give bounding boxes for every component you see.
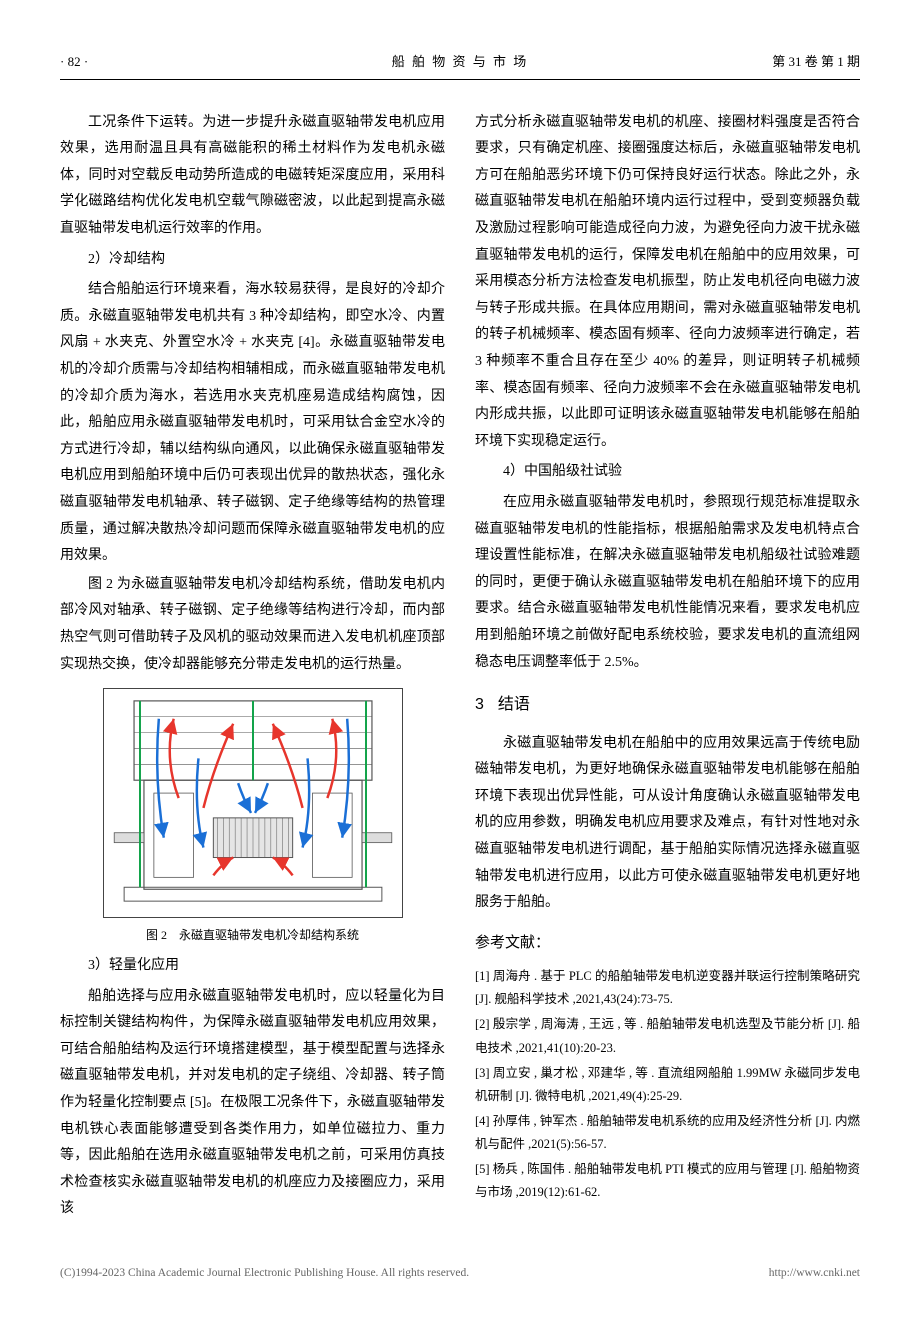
subheading-cooling: 2）冷却结构	[60, 247, 445, 274]
paragraph: 工况条件下运转。为进一步提升永磁直驱轴带发电机应用效果，选用耐温且具有高磁能积的…	[60, 110, 445, 243]
references-heading: 参考文献：	[475, 929, 860, 958]
paragraph: 船舶选择与应用永磁直驱轴带发电机时，应以轻量化为目标控制关键结构构件，为保障永磁…	[60, 984, 445, 1223]
copyright-text: (C)1994-2023 China Academic Journal Elec…	[60, 1263, 469, 1285]
paragraph: 在应用永磁直驱轴带发电机时，参照现行规范标准提取永磁直驱轴带发电机的性能指标，根…	[475, 490, 860, 676]
section-number: 3	[475, 696, 484, 713]
page-footer: (C)1994-2023 China Academic Journal Elec…	[60, 1253, 860, 1285]
reference-item: [2] 殷宗学 , 周海涛 , 王远 , 等 . 船舶轴带发电机选型及节能分析 …	[475, 1013, 860, 1059]
paragraph: 图 2 为永磁直驱轴带发电机冷却结构系统，借助发电机内部冷风对轴承、转子磁钢、定…	[60, 572, 445, 678]
cooling-diagram-svg	[104, 689, 402, 917]
reference-item: [3] 周立安 , 巢才松 , 邓建华 , 等 . 直流组网船舶 1.99MW …	[475, 1062, 860, 1108]
section-title: 结语	[498, 696, 530, 713]
subheading-ccs: 4）中国船级社试验	[475, 459, 860, 486]
footer-url: http://www.cnki.net	[769, 1263, 860, 1285]
section-3-heading: 3 结语	[475, 690, 860, 720]
page-number: · 82 ·	[60, 50, 180, 75]
reference-item: [1] 周海舟 . 基于 PLC 的船舶轴带发电机逆变器并联运行控制策略研究 […	[475, 965, 860, 1011]
reference-item: [4] 孙厚伟 , 钟军杰 . 船舶轴带发电机系统的应用及经济性分析 [J]. …	[475, 1110, 860, 1156]
paragraph: 永磁直驱轴带发电机在船舶中的应用效果远高于传统电励磁轴带发电机，为更好地确保永磁…	[475, 731, 860, 917]
paragraph: 结合船舶运行环境来看，海水较易获得，是良好的冷却介质。永磁直驱轴带发电机共有 3…	[60, 277, 445, 570]
journal-title: 船 舶 物 资 与 市 场	[180, 50, 740, 75]
issue-info: 第 31 卷 第 1 期	[740, 50, 860, 75]
reference-item: [5] 杨兵 , 陈国伟 . 船舶轴带发电机 PTI 模式的应用与管理 [J].…	[475, 1158, 860, 1204]
figure-2-diagram	[103, 688, 403, 918]
article-body: 工况条件下运转。为进一步提升永磁直驱轴带发电机应用效果，选用耐温且具有高磁能积的…	[60, 110, 860, 1223]
page-header: · 82 · 船 舶 物 资 与 市 场 第 31 卷 第 1 期	[60, 50, 860, 80]
figure-2: 图 2 永磁直驱轴带发电机冷却结构系统	[60, 688, 445, 947]
paragraph: 方式分析永磁直驱轴带发电机的机座、接圈材料强度是否符合要求，只有确定机座、接圈强…	[475, 110, 860, 456]
subheading-lightweight: 3）轻量化应用	[60, 953, 445, 980]
figure-2-caption: 图 2 永磁直驱轴带发电机冷却结构系统	[60, 924, 445, 947]
